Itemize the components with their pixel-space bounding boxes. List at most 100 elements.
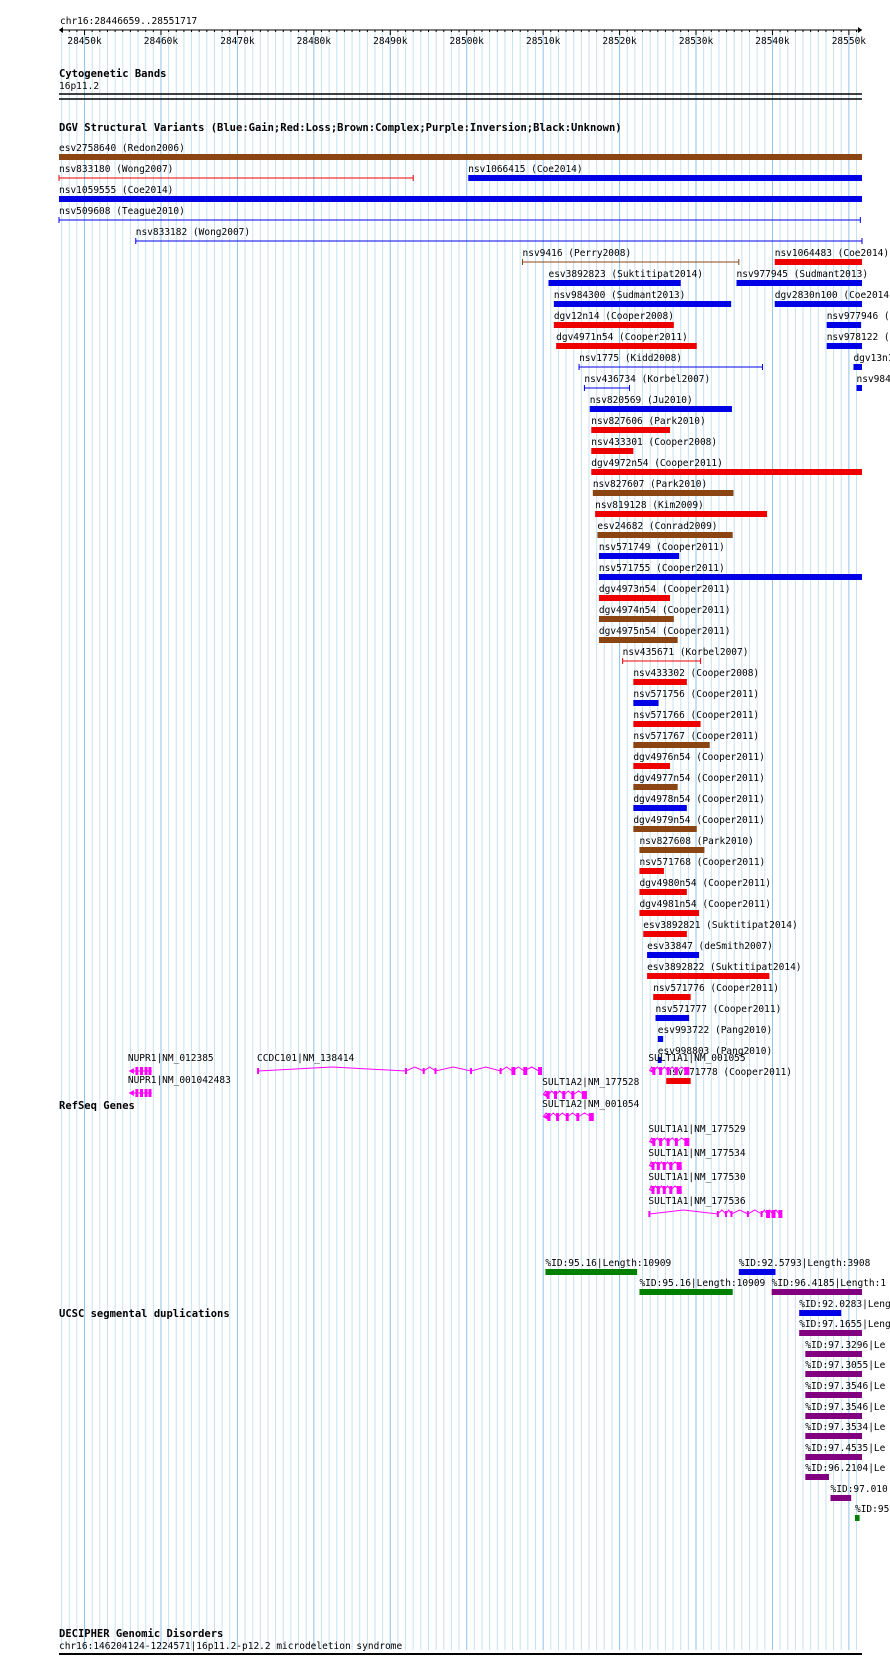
dgv-feature[interactable]: dgv4972n54 (Cooper2011)	[591, 458, 862, 475]
refseq-gene[interactable]: SULT1A1|NM_177536	[648, 1196, 783, 1218]
segdup-feature-bar[interactable]	[805, 1351, 862, 1357]
dgv-feature-bar[interactable]	[59, 154, 862, 160]
position-ruler[interactable]: chr16:28446659..28551717 28450k 28460k 284…	[59, 16, 866, 47]
dgv-feature-bar[interactable]	[655, 1015, 690, 1021]
dgv-feature[interactable]: dgv4978n54 (Cooper2011)	[633, 794, 765, 811]
dgv-feature[interactable]: nsv1775 (Kidd2008)	[578, 353, 764, 370]
refseq-gene[interactable]: SULT1A1|NM_177530	[648, 1172, 746, 1194]
dgv-feature[interactable]: nsv984	[856, 374, 890, 391]
dgv-feature[interactable]: nsv827606 (Park2010)	[591, 416, 706, 433]
dgv-feature[interactable]: dgv4971n54 (Cooper2011)	[556, 332, 697, 349]
dgv-feature-bar[interactable]	[589, 406, 732, 412]
segdup-feature[interactable]: %ID:97.010	[830, 1484, 888, 1501]
dgv-feature-bar[interactable]	[595, 511, 768, 517]
refseq-gene[interactable]: SULT1A2|NM_001054	[542, 1099, 640, 1121]
dgv-feature-bar[interactable]	[591, 448, 634, 454]
dgv-feature[interactable]: dgv12n14 (Cooper2008)	[553, 311, 674, 328]
dgv-feature[interactable]: esv3892822 (Suktitipat2014)	[647, 962, 802, 979]
segdup-feature[interactable]: %ID:96.2104|Le	[805, 1463, 886, 1480]
dgv-feature[interactable]: nsv571755 (Cooper2011)	[598, 563, 862, 580]
segdup-feature[interactable]: %ID:97.3055|Le	[805, 1360, 886, 1377]
dgv-feature-bar[interactable]	[591, 427, 671, 433]
dgv-feature[interactable]: dgv4975n54 (Cooper2011)	[598, 626, 731, 643]
segdup-feature-bar[interactable]	[799, 1310, 842, 1316]
dgv-feature-bar[interactable]	[598, 574, 862, 580]
segdup-feature[interactable]: %ID:96.4185|Length:1	[771, 1278, 887, 1295]
dgv-feature[interactable]: nsv433302 (Cooper2008)	[633, 668, 759, 685]
dgv-feature[interactable]: esv33847 (deSmith2007)	[647, 941, 773, 958]
segdup-feature[interactable]: %ID:97.3546|Le	[805, 1381, 886, 1398]
refseq-gene[interactable]: SULT1A1|NM_001055	[648, 1053, 746, 1075]
segdup-feature-bar[interactable]	[805, 1433, 862, 1439]
dgv-feature-bar[interactable]	[774, 301, 862, 307]
dgv-feature[interactable]: dgv4979n54 (Cooper2011)	[633, 815, 765, 832]
dgv-feature-bar[interactable]	[657, 1036, 664, 1042]
dgv-feature[interactable]: dgv4977n54 (Cooper2011)	[633, 773, 765, 790]
segdup-feature-bar[interactable]	[799, 1330, 862, 1336]
segdup-feature-bar[interactable]	[854, 1515, 860, 1521]
segdup-feature-bar[interactable]	[805, 1392, 862, 1398]
dgv-feature[interactable]: nsv978122 (S	[826, 332, 890, 349]
dgv-feature[interactable]: nsv827608 (Park2010)	[639, 836, 754, 853]
segdup-feature[interactable]: %ID:92.0283|Leng	[799, 1299, 890, 1316]
dgv-feature[interactable]: nsv1059555 (Coe2014)	[59, 185, 862, 202]
dgv-feature[interactable]: dgv13n14	[853, 353, 890, 370]
dgv-feature-bar[interactable]	[633, 826, 697, 832]
dgv-feature-bar[interactable]	[553, 322, 674, 328]
dgv-feature-bar[interactable]	[592, 490, 734, 496]
decipher-feature-label[interactable]: chr16:146204124-1224571|16p11.2-p12.2 mi…	[59, 1641, 402, 1652]
dgv-feature-bar[interactable]	[657, 1057, 662, 1063]
dgv-feature[interactable]: nsv433301 (Cooper2008)	[591, 437, 717, 454]
segdup-feature-bar[interactable]	[805, 1371, 862, 1377]
dgv-feature-bar[interactable]	[633, 721, 701, 727]
dgv-feature-bar[interactable]	[598, 553, 680, 559]
dgv-feature-bar[interactable]	[553, 301, 732, 307]
dgv-feature[interactable]: esv2758640 (Redon2006)	[59, 143, 862, 160]
dgv-feature-bar[interactable]	[548, 280, 681, 286]
dgv-feature-bar[interactable]	[853, 364, 862, 370]
dgv-feature[interactable]: esv24682 (Conrad2009)	[597, 521, 733, 538]
segdup-feature[interactable]: %ID:97.4535|Le	[805, 1443, 886, 1460]
dgv-feature[interactable]: nsv820569 (Ju2010)	[589, 395, 732, 412]
refseq-gene[interactable]: NUPR1|NM_001042483	[128, 1075, 231, 1097]
dgv-feature[interactable]: nsv509608 (Teague2010)	[58, 206, 861, 223]
dgv-feature-bar[interactable]	[597, 532, 733, 538]
dgv-feature-bar[interactable]	[468, 175, 862, 181]
segdup-feature-bar[interactable]	[805, 1474, 830, 1480]
segdup-feature[interactable]: %ID:95.16|Length:10909	[639, 1278, 766, 1295]
dgv-feature-bar[interactable]	[647, 973, 770, 979]
segdup-feature-bar[interactable]	[805, 1413, 862, 1419]
dgv-feature[interactable]: nsv571768 (Cooper2011)	[639, 857, 765, 874]
segdup-feature-bar[interactable]	[738, 1269, 776, 1275]
dgv-feature-bar[interactable]	[639, 868, 664, 874]
segdup-feature[interactable]: %ID:97.1655|Leng	[799, 1319, 890, 1336]
dgv-feature[interactable]: nsv819128 (Kim2009)	[595, 500, 768, 517]
dgv-feature-bar[interactable]	[653, 994, 691, 1000]
dgv-feature[interactable]: esv3892821 (Suktitipat2014)	[643, 920, 798, 937]
dgv-feature[interactable]: nsv435671 (Korbel2007)	[622, 647, 749, 664]
dgv-feature[interactable]: nsv436734 (Korbel2007)	[583, 374, 710, 391]
dgv-feature-bar[interactable]	[639, 889, 687, 895]
segdup-feature[interactable]: %ID:95.16|Length:10909	[545, 1258, 672, 1275]
dgv-feature[interactable]: nsv571749 (Cooper2011)	[598, 542, 725, 559]
dgv-feature[interactable]: nsv571776 (Cooper2011)	[653, 983, 779, 1000]
dgv-feature-bar[interactable]	[633, 805, 687, 811]
dgv-feature[interactable]: dgv2830n100 (Coe2014)	[774, 290, 890, 307]
refseq-gene[interactable]: SULT1A1|NM_177529	[648, 1124, 746, 1146]
dgv-feature[interactable]: nsv571777 (Cooper2011)	[655, 1004, 781, 1021]
segdup-feature[interactable]: %ID:95	[854, 1504, 889, 1521]
dgv-feature-bar[interactable]	[633, 700, 659, 706]
dgv-feature-bar[interactable]	[643, 931, 687, 937]
refseq-gene[interactable]: NUPR1|NM_012385	[128, 1053, 214, 1075]
segdup-feature-bar[interactable]	[805, 1454, 862, 1460]
dgv-feature-bar[interactable]	[59, 196, 862, 202]
dgv-feature[interactable]: nsv833182 (Wong2007)	[135, 227, 863, 244]
dgv-feature[interactable]: nsv571767 (Cooper2011)	[633, 731, 759, 748]
segdup-feature-bar[interactable]	[771, 1289, 862, 1295]
dgv-feature[interactable]: esv3892823 (Suktitipat2014)	[548, 269, 703, 286]
dgv-feature[interactable]: esv993722 (Pang2010)	[657, 1025, 772, 1042]
dgv-feature-bar[interactable]	[598, 616, 674, 622]
dgv-feature[interactable]: nsv571778 (Cooper2011)	[666, 1067, 792, 1084]
dgv-feature-bar[interactable]	[666, 1078, 691, 1084]
dgv-feature-bar[interactable]	[826, 322, 862, 328]
